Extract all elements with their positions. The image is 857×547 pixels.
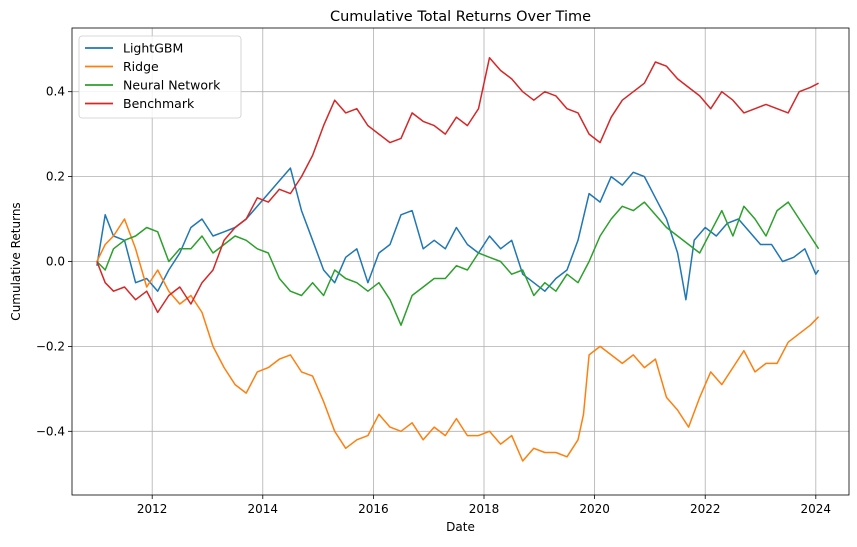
legend: LightGBM Ridge Neural Network Benchmark xyxy=(78,35,242,119)
x-tick-label: 2012 xyxy=(137,502,168,516)
x-tick-label: 2016 xyxy=(358,502,389,516)
y-axis-ticks: −0.4 −0.2 0.0 0.2 0.4 xyxy=(36,85,72,438)
legend-label: Benchmark xyxy=(123,96,195,111)
x-tick-label: 2014 xyxy=(248,502,279,516)
y-tick-label: −0.2 xyxy=(36,339,65,353)
x-axis-label: Date xyxy=(446,520,475,534)
x-tick-label: 2018 xyxy=(469,502,500,516)
series-line-ridge xyxy=(96,218,820,462)
x-tick-label: 2020 xyxy=(579,502,610,516)
x-tick-label: 2022 xyxy=(690,502,721,516)
x-tick-label: 2024 xyxy=(801,502,832,516)
legend-label: Ridge xyxy=(123,59,159,74)
series-line-lightgbm xyxy=(96,167,820,301)
series-line-neural-network xyxy=(96,201,820,326)
y-tick-label: 0.0 xyxy=(46,255,65,269)
legend-label: Neural Network xyxy=(123,78,221,93)
chart-title: Cumulative Total Returns Over Time xyxy=(330,9,591,25)
legend-label: LightGBM xyxy=(123,41,183,56)
series-lines xyxy=(96,56,820,462)
y-tick-label: 0.4 xyxy=(46,85,65,99)
series-line-benchmark xyxy=(96,56,819,314)
legend-box xyxy=(78,35,242,119)
y-tick-label: −0.4 xyxy=(36,424,65,438)
x-axis-ticks: 2012 2014 2016 2018 2020 2022 2024 xyxy=(137,495,831,516)
y-tick-label: 0.2 xyxy=(46,170,65,184)
y-axis-label: Cumulative Returns xyxy=(9,202,23,320)
